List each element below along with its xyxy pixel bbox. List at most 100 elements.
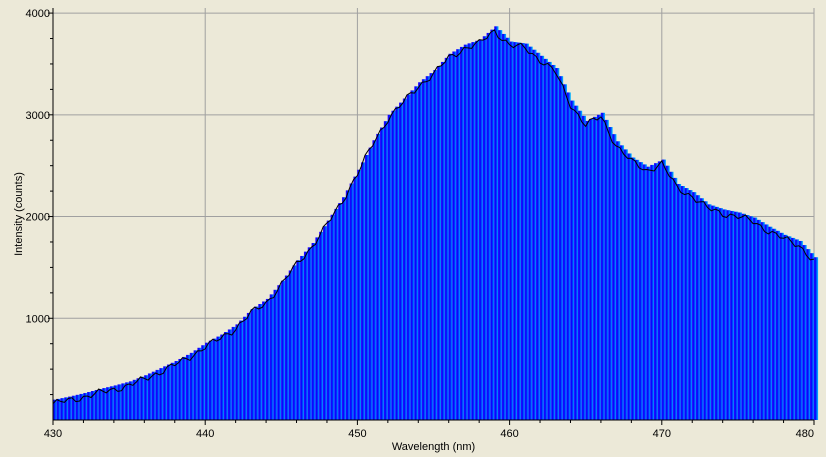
spectrum-bar bbox=[170, 362, 176, 420]
spectrum-bar bbox=[501, 33, 507, 421]
spectrum-bar bbox=[459, 46, 465, 421]
spectrum-bar bbox=[790, 237, 796, 420]
spectrum-bar bbox=[551, 64, 556, 421]
x-tick-label: 450 bbox=[348, 428, 366, 440]
y-tick-label: 1000 bbox=[26, 313, 50, 325]
spectrum-bar bbox=[536, 52, 541, 420]
spectrum-bar bbox=[421, 79, 427, 421]
spectrum-bar bbox=[497, 30, 503, 421]
spectrum-bar bbox=[707, 204, 712, 420]
spectrum-bar bbox=[596, 114, 602, 420]
y-axis-title: Intensity (counts) bbox=[13, 172, 25, 256]
spectrum-bar bbox=[547, 61, 552, 421]
spectrum-bar bbox=[147, 373, 153, 420]
spectrum-bar bbox=[189, 352, 195, 420]
x-tick-label: 470 bbox=[653, 428, 671, 440]
spectrum-bar bbox=[467, 43, 472, 420]
spectrum-bar bbox=[224, 332, 229, 420]
spectrum-bar bbox=[205, 342, 210, 420]
spectrum-line bbox=[52, 29, 815, 405]
x-tick-label: 440 bbox=[196, 428, 214, 440]
spectrum-bar bbox=[273, 289, 278, 420]
spectrum-bar bbox=[798, 240, 803, 420]
x-tick-label: 460 bbox=[500, 428, 518, 440]
spectrum-bar bbox=[425, 76, 430, 421]
spectrum-bar bbox=[399, 102, 404, 420]
spectrum-bar bbox=[562, 84, 567, 420]
spectrum-bar bbox=[254, 306, 259, 420]
spectrum-bar bbox=[513, 42, 518, 421]
spectrum-bar bbox=[555, 68, 560, 421]
spectrum-bar bbox=[296, 260, 301, 420]
spectrum-bar bbox=[117, 384, 122, 420]
y-tick-label: 4000 bbox=[26, 8, 50, 20]
spectrum-bar bbox=[300, 255, 305, 420]
spectrum-bar bbox=[220, 334, 225, 420]
x-tick-label: 480 bbox=[796, 428, 814, 440]
spectrum-bar bbox=[380, 127, 385, 421]
spectrum-bar bbox=[315, 237, 320, 420]
axes bbox=[48, 8, 815, 425]
spectrum-bar bbox=[345, 190, 351, 420]
spectrum-bar bbox=[349, 183, 354, 420]
spectrum-bar bbox=[227, 329, 233, 420]
spectrum-bar bbox=[357, 169, 362, 420]
spectrum-bar bbox=[494, 26, 499, 421]
spectrum-bar bbox=[783, 234, 788, 420]
spectrum-bar bbox=[532, 49, 537, 420]
spectrum-bar bbox=[486, 32, 491, 420]
spectrum-bar bbox=[634, 159, 640, 420]
spectrum-bar bbox=[619, 145, 625, 421]
spectrum-bar bbox=[334, 208, 339, 420]
spectrum-bar bbox=[456, 49, 461, 420]
spectrum-bar bbox=[265, 298, 271, 420]
spectrum-bar bbox=[650, 164, 655, 420]
spectrum-bar bbox=[733, 211, 739, 420]
spectrum-bar bbox=[322, 226, 328, 420]
spectrum-bar bbox=[174, 360, 179, 420]
spectrum-bar bbox=[478, 39, 484, 421]
spectrum-bar bbox=[94, 389, 99, 420]
spectrum-bar bbox=[246, 312, 252, 420]
spectrum-bar bbox=[182, 356, 187, 420]
tick-labels: 430 440 450 460 470 480 1000 2000 3000 4000 bbox=[26, 8, 814, 440]
spectrum-bar bbox=[391, 110, 396, 421]
spectrum-bar bbox=[353, 176, 358, 420]
spectrum-bar bbox=[528, 46, 533, 420]
spectrum-bar bbox=[243, 316, 248, 420]
spectrum-bar bbox=[676, 183, 682, 420]
spectrum-bar bbox=[505, 37, 510, 420]
spectrum-bar bbox=[612, 134, 617, 421]
spectrum-bar bbox=[163, 366, 168, 420]
spectrum-bar bbox=[303, 251, 309, 420]
spectrum-bar bbox=[520, 43, 526, 421]
spectrum-bar bbox=[185, 354, 191, 420]
spectrum-bar bbox=[395, 106, 400, 420]
spectrum-bar bbox=[372, 140, 377, 420]
spectrum-bar bbox=[726, 210, 731, 420]
spectrum-bar bbox=[71, 395, 77, 420]
spectrum-bar bbox=[482, 36, 488, 421]
spectrum-bar bbox=[688, 190, 693, 420]
spectrum-bar bbox=[87, 392, 92, 420]
spectrum-bar bbox=[284, 275, 290, 420]
spectrum-bar bbox=[98, 388, 103, 420]
spectrum-bar bbox=[151, 371, 157, 420]
spectrum-bar bbox=[383, 121, 389, 420]
spectrum-bar bbox=[669, 171, 674, 420]
x-axis-title: Wavelength (nm) bbox=[392, 441, 475, 453]
spectrum-bar bbox=[490, 29, 495, 421]
spectrum-bar bbox=[155, 369, 160, 420]
spectrum-bar bbox=[475, 40, 480, 421]
spectrum-bar bbox=[368, 147, 373, 420]
spectrum-bar bbox=[779, 232, 784, 420]
spectrum-bar bbox=[364, 154, 370, 420]
spectrum-bar bbox=[638, 162, 644, 420]
spectrum-bar bbox=[539, 55, 545, 420]
spectrum-bar bbox=[83, 393, 88, 420]
spectrum-bar bbox=[745, 215, 750, 420]
spectrum-bar bbox=[144, 375, 149, 420]
spectrum-bar bbox=[440, 61, 446, 421]
spectrum-bar bbox=[714, 206, 720, 420]
spectrum-bar bbox=[338, 203, 343, 420]
